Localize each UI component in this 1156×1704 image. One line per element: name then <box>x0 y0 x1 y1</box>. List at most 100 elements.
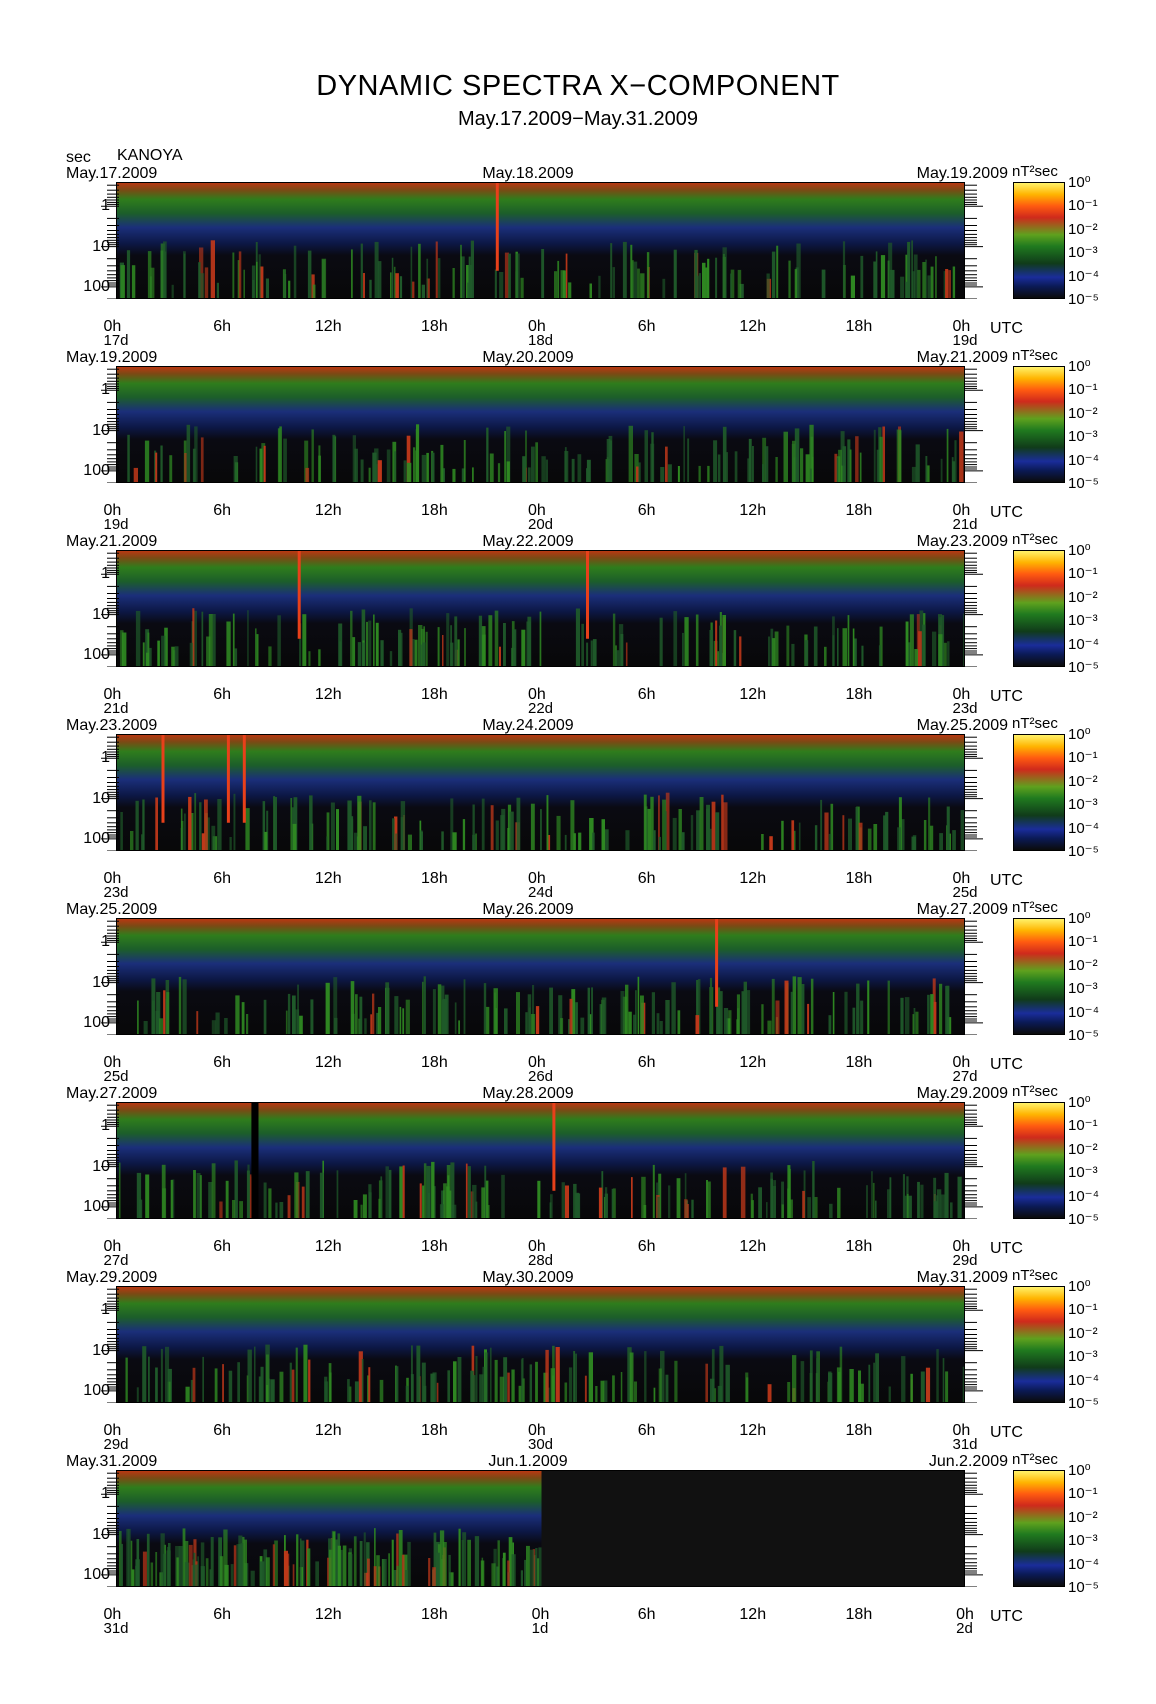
date-mid-label: Jun.1.2009 <box>488 1453 568 1470</box>
spectrogram-plot <box>116 1470 965 1587</box>
day-label: 22d <box>527 700 554 717</box>
x-tick-label: 0h 23d <box>952 687 978 717</box>
colorbar-tick-label: 10⁻⁴ <box>1068 635 1100 653</box>
date-right-label: May.31.2009 <box>916 1269 1008 1286</box>
x-tick-label: 18h <box>846 1239 873 1255</box>
x-tick-text: 6h <box>213 502 232 519</box>
colorbar-tick-label: 10⁻¹ <box>1068 1485 1098 1503</box>
colorbar-tick-label: 10⁻² <box>1068 588 1098 606</box>
x-tick-label: 6h <box>638 503 656 519</box>
x-tick-text: 6h <box>213 1238 232 1255</box>
x-tick-label: 6h <box>213 318 232 335</box>
colorbar-tick-label: 10⁻⁵ <box>1068 1211 1099 1228</box>
colorbar-tick-label: 10⁻⁵ <box>1068 475 1099 492</box>
colorbar-tick-label: 10⁰ <box>1068 358 1091 375</box>
x-tick-text: 6h <box>213 1422 232 1439</box>
y-tick-label: 100 <box>83 829 110 847</box>
event-spike <box>242 735 246 823</box>
day-label: 21d <box>952 516 978 533</box>
x-tick-text: 0h <box>952 1054 971 1071</box>
x-tick-label: 6h <box>637 1606 656 1623</box>
x-tick-text: 0h <box>956 1606 974 1623</box>
colorbar-tick-label: 10⁰ <box>1068 1278 1091 1295</box>
y-axis-ticks <box>101 1288 119 1403</box>
x-tick-label: 6h <box>213 1606 232 1623</box>
x-tick-text: 12h <box>739 1422 767 1439</box>
colorbar-tick-label: 10⁻⁵ <box>1068 1579 1099 1596</box>
day-label: 2d <box>956 1620 973 1637</box>
x-tick-text: 0h <box>103 1238 122 1255</box>
x-tick-label: 0h 25d <box>952 870 977 901</box>
y-tick-label: 100 <box>83 645 110 663</box>
y-tick-label: 100 <box>83 1565 110 1583</box>
colorbar-unit-label: nT²sec <box>1012 163 1058 180</box>
spectrogram-plot <box>116 366 965 483</box>
x-tick-text: 12h <box>739 318 767 335</box>
day-label: 26d <box>527 1068 554 1085</box>
day-label: 18d <box>527 332 554 349</box>
x-tick-text: 12h <box>314 318 342 335</box>
activity-streaks <box>125 1344 964 1402</box>
y-tick-label: 1 <box>101 933 110 951</box>
day-label: 23d <box>952 700 978 717</box>
x-tick-label: 0h 19d <box>952 319 977 349</box>
colorbar-tick-label: 10⁰ <box>1068 1094 1091 1111</box>
colorbar-tick-label: 10⁻² <box>1068 772 1098 790</box>
spectra-panel: May.23.2009 May.24.2009 May.25.2009 nT²sec 1… <box>0 715 1156 901</box>
activity-streaks <box>119 1528 543 1586</box>
x-tick-label: 0h 22d <box>527 686 554 717</box>
colorbar-tick-label: 10⁻² <box>1068 404 1098 422</box>
colorbar-tick-label: 10⁻² <box>1068 1324 1098 1342</box>
x-tick-label: 18h <box>846 1055 873 1071</box>
x-tick-text: 18h <box>421 1606 448 1623</box>
x-tick-label: 6h <box>213 687 231 703</box>
y-axis-ticks <box>101 368 119 483</box>
x-tick-text: 6h <box>213 1606 232 1623</box>
x-tick-label: 6h <box>213 871 231 887</box>
colorbar-tick-label: 10⁰ <box>1068 1462 1091 1479</box>
utc-label: UTC <box>990 1056 1023 1073</box>
colorbar-tick-label: 10⁻³ <box>1068 796 1098 814</box>
y-tick-label: 1 <box>101 749 110 767</box>
x-tick-label: 12h <box>739 1055 766 1071</box>
x-tick-text: 18h <box>421 1238 448 1255</box>
colorbar-tick-label: 10⁻⁴ <box>1068 819 1100 837</box>
colorbar-tick-label: 10⁻¹ <box>1068 381 1098 399</box>
x-tick-text: 6h <box>637 1422 656 1439</box>
x-tick-label: 6h <box>638 1239 656 1255</box>
day-label: 29d <box>103 1436 129 1453</box>
x-tick-text: 6h <box>637 318 656 335</box>
x-tick-text: 0h <box>103 318 122 335</box>
day-label: 30d <box>527 1436 554 1453</box>
spectrogram-plot <box>116 550 965 667</box>
x-tick-text: 6h <box>213 318 232 335</box>
spectra-panel: May.29.2009 May.30.2009 May.31.2009 nT²sec 1… <box>0 1267 1156 1453</box>
x-tick-label: 0h 23d <box>103 871 128 901</box>
x-tick-label: 0h 28d <box>528 1239 553 1269</box>
day-label: 29d <box>952 1252 978 1269</box>
activity-streaks <box>120 792 964 850</box>
date-mid-label: May.20.2009 <box>482 349 574 366</box>
x-tick-label: 0h 25d <box>103 1055 128 1085</box>
y-tick-label: 10 <box>92 605 110 623</box>
date-right-label: May.29.2009 <box>916 1085 1008 1102</box>
x-tick-label: 0h 27d <box>103 1238 128 1269</box>
x-tick-label: 0h 19d <box>103 503 128 533</box>
x-tick-text: 18h <box>845 686 873 703</box>
x-tick-label: 18h <box>846 871 873 887</box>
date-right-label: May.27.2009 <box>916 901 1008 918</box>
x-tick-text: 0h <box>952 1422 971 1439</box>
event-spike <box>715 919 719 1007</box>
x-tick-text: 18h <box>421 1054 448 1071</box>
x-tick-text: 0h <box>527 686 546 703</box>
x-tick-text: 0h <box>952 870 971 887</box>
x-tick-label: 6h <box>638 687 656 703</box>
x-tick-text: 6h <box>637 1606 656 1623</box>
x-tick-text: 6h <box>637 1054 656 1071</box>
spectra-panel: May.31.2009 Jun.1.2009 Jun.2.2009 nT²sec 1 10… <box>0 1451 1156 1637</box>
colorbar-tick-label: 10⁰ <box>1068 174 1091 191</box>
colorbar-tick-label: 10⁰ <box>1068 726 1091 743</box>
y-tick-label: 1 <box>101 1485 110 1503</box>
spectrogram-svg <box>117 1287 964 1402</box>
x-tick-label: 12h <box>315 503 342 519</box>
